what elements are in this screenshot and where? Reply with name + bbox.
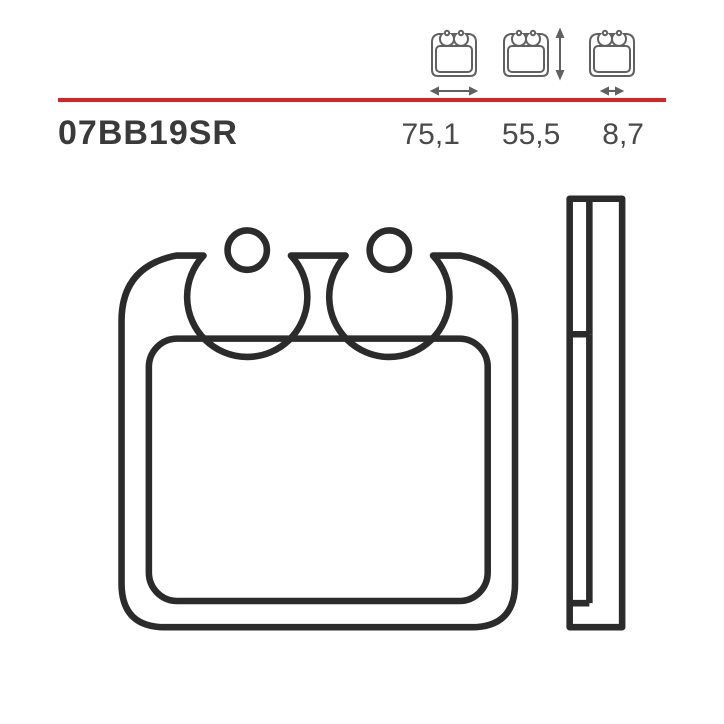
arrow-horizontal-narrow: [580, 86, 644, 96]
mounting-hole-right: [370, 230, 409, 269]
labels-row: 07BB19SR 75,1 55,5 8,7: [58, 114, 666, 153]
technical-drawing: [48, 190, 676, 660]
dimension-thickness: 8,7: [602, 118, 644, 152]
height-dimension-icon: [494, 28, 572, 96]
friction-surface-outline: [149, 339, 488, 601]
brake-pad-front-view: [122, 230, 515, 627]
dimension-icons-row: [422, 28, 644, 96]
divider-line: [58, 98, 666, 102]
thickness-dimension-icon: [580, 28, 644, 96]
part-number: 07BB19SR: [58, 114, 238, 153]
width-dimension-icon: [422, 28, 486, 96]
arrow-horizontal: [422, 86, 486, 96]
arrow-vertical: [557, 30, 563, 78]
brake-pad-side-view: [570, 199, 622, 627]
mounting-hole-left: [228, 230, 267, 269]
dimension-height: 55,5: [502, 118, 560, 152]
dimensions-values: 75,1 55,5 8,7: [402, 118, 667, 152]
dimension-width: 75,1: [402, 118, 460, 152]
